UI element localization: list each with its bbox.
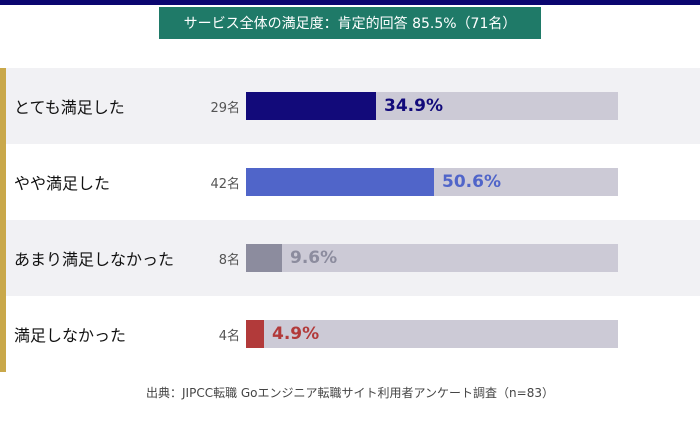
bar-track xyxy=(246,320,618,348)
count-label: 42名 xyxy=(210,176,240,192)
chart-row: あまり満足しなかった 8名 9.6% xyxy=(0,220,700,296)
count-label: 8名 xyxy=(218,252,240,268)
value-label: 50.6% xyxy=(442,172,501,192)
top-accent-bar xyxy=(0,0,700,5)
bar-track xyxy=(246,168,618,196)
chart-row: やや満足した 42名 50.6% xyxy=(0,144,700,220)
chart-row: 満足しなかった 4名 4.9% xyxy=(0,296,700,372)
bar-fill xyxy=(246,320,264,348)
source-note: 出典：JIPCC転職 Goエンジニア転職サイト利用者アンケート調査（n=83） xyxy=(146,386,554,400)
bar-fill xyxy=(246,168,434,196)
value-label: 4.9% xyxy=(272,324,320,344)
category-label: あまり満足しなかった xyxy=(14,250,175,269)
bar-chart: とても満足した 29名 34.9% やや満足した 42名 50.6% あまり満足しなかった 8… xyxy=(0,68,700,372)
count-label: 29名 xyxy=(210,100,240,116)
count-label: 4名 xyxy=(218,328,240,344)
left-accent-bar xyxy=(0,68,6,372)
bar-track xyxy=(246,244,618,272)
chart-title: サービス全体の満足度：肯定的回答 85.5%（71名） xyxy=(159,7,541,39)
bar-track xyxy=(246,92,618,120)
value-label: 9.6% xyxy=(290,248,338,268)
category-label: 満足しなかった xyxy=(14,326,127,345)
bar-fill xyxy=(246,92,376,120)
value-label: 34.9% xyxy=(384,96,443,116)
category-label: とても満足した xyxy=(14,98,125,117)
category-label: やや満足した xyxy=(14,174,111,193)
chart-row: とても満足した 29名 34.9% xyxy=(0,68,700,144)
bar-fill xyxy=(246,244,282,272)
